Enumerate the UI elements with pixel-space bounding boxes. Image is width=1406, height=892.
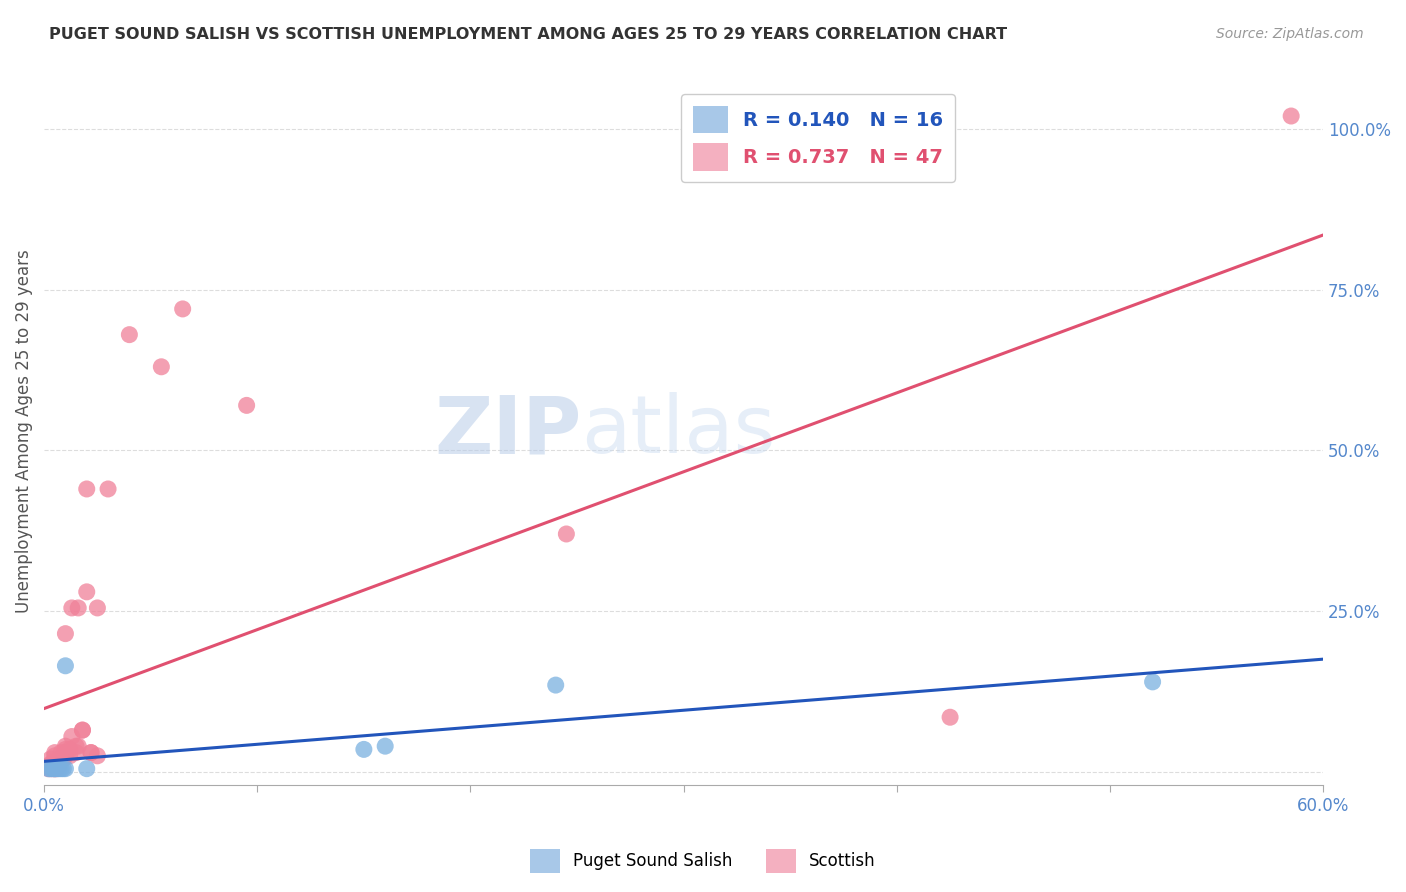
- Point: [86, 601, 108, 615]
- Point: [72, 723, 94, 737]
- Point: [76, 762, 98, 776]
- Point: [51, 752, 73, 766]
- Point: [65, 739, 87, 754]
- Point: [48, 758, 70, 772]
- Text: Source: ZipAtlas.com: Source: ZipAtlas.com: [1216, 27, 1364, 41]
- Point: [44, 748, 66, 763]
- Text: PUGET SOUND SALISH VS SCOTTISH UNEMPLOYMENT AMONG AGES 25 TO 29 YEARS CORRELATIO: PUGET SOUND SALISH VS SCOTTISH UNEMPLOYM…: [49, 27, 1007, 42]
- Point: [55, 742, 77, 756]
- Text: atlas: atlas: [581, 392, 776, 470]
- Text: ZIP: ZIP: [434, 392, 581, 470]
- Point: [55, 626, 77, 640]
- Point: [353, 742, 375, 756]
- Point: [41, 762, 63, 776]
- Point: [44, 756, 66, 770]
- Point: [59, 742, 82, 756]
- Point: [555, 527, 578, 541]
- Point: [60, 730, 83, 744]
- Point: [80, 746, 103, 760]
- Legend: R = 0.140   N = 16, R = 0.737   N = 47: R = 0.140 N = 16, R = 0.737 N = 47: [682, 95, 955, 182]
- Point: [45, 762, 67, 776]
- Point: [55, 739, 77, 754]
- Point: [1142, 674, 1164, 689]
- Point: [80, 746, 103, 760]
- Point: [52, 752, 75, 766]
- Point: [51, 762, 73, 776]
- Legend: Puget Sound Salish, Scottish: Puget Sound Salish, Scottish: [523, 842, 883, 880]
- Point: [52, 762, 75, 776]
- Point: [44, 762, 66, 776]
- Point: [48, 762, 70, 776]
- Point: [67, 601, 90, 615]
- Point: [45, 762, 67, 776]
- Point: [86, 748, 108, 763]
- Point: [67, 739, 90, 754]
- Point: [39, 762, 62, 776]
- Point: [72, 723, 94, 737]
- Point: [97, 482, 120, 496]
- Point: [1279, 109, 1302, 123]
- Point: [41, 762, 63, 776]
- Point: [55, 658, 77, 673]
- Point: [44, 762, 66, 776]
- Point: [65, 746, 87, 760]
- Point: [39, 752, 62, 766]
- Point: [374, 739, 396, 754]
- Point: [55, 762, 77, 776]
- Point: [44, 762, 66, 776]
- Point: [37, 762, 59, 776]
- Point: [37, 758, 59, 772]
- Point: [55, 748, 77, 763]
- Point: [59, 748, 82, 763]
- Point: [39, 762, 62, 776]
- Point: [51, 746, 73, 760]
- Point: [172, 301, 194, 316]
- Point: [150, 359, 173, 374]
- Point: [76, 585, 98, 599]
- Point: [76, 482, 98, 496]
- Point: [44, 762, 66, 776]
- Y-axis label: Unemployment Among Ages 25 to 29 years: Unemployment Among Ages 25 to 29 years: [15, 249, 32, 613]
- Point: [52, 748, 75, 763]
- Point: [37, 762, 59, 776]
- Point: [939, 710, 962, 724]
- Point: [544, 678, 567, 692]
- Point: [41, 756, 63, 770]
- Point: [60, 601, 83, 615]
- Point: [44, 758, 66, 772]
- Point: [118, 327, 141, 342]
- Point: [44, 746, 66, 760]
- Point: [55, 746, 77, 760]
- Point: [235, 398, 257, 412]
